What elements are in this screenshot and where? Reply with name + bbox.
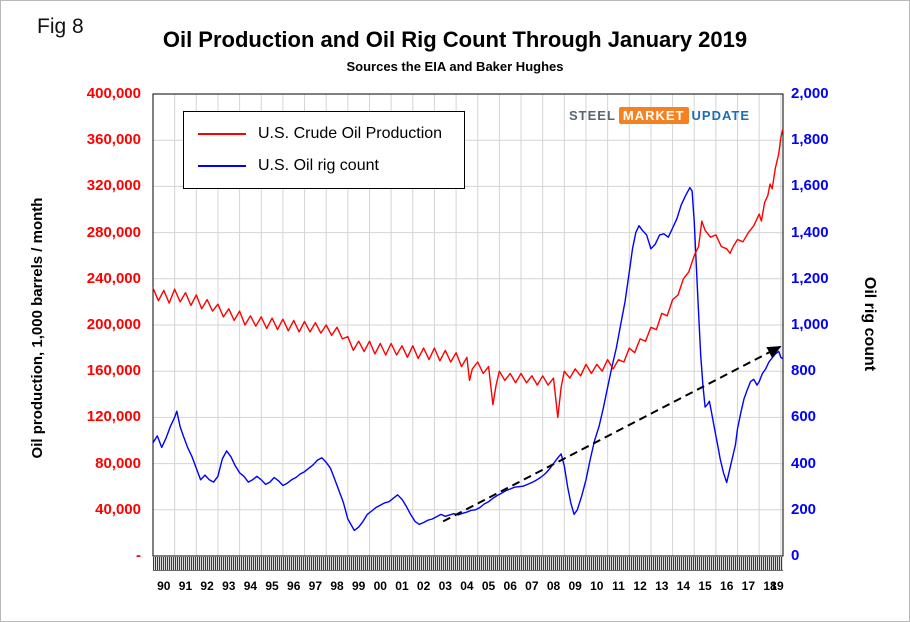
left-axis-tick-label: - <box>136 547 141 564</box>
right-axis-tick-label: 0 <box>791 547 800 564</box>
legend-label-rig-count: U.S. Oil rig count <box>258 157 379 174</box>
x-axis-tick-label: 07 <box>525 579 539 593</box>
right-axis-tick-label: 800 <box>791 362 817 380</box>
x-axis-tick-label: 10 <box>590 579 604 593</box>
left-axis-tick-label: 120,000 <box>86 408 141 426</box>
chart-subtitle: Sources the EIA and Baker Hughes <box>346 59 564 74</box>
x-axis-tick-label: 09 <box>568 579 582 593</box>
steel-market-update-logo: STEEL MARKET UPDATE <box>569 107 750 124</box>
right-axis-tick-label: 200 <box>791 500 817 518</box>
x-axis-tick-label: 16 <box>720 579 734 593</box>
right-axis-tick-label: 1,400 <box>791 223 829 241</box>
chart-title: Oil Production and Oil Rig Count Through… <box>162 27 748 52</box>
right-axis-tick-label: 1,800 <box>791 131 829 149</box>
x-axis-tick-label: 99 <box>351 579 366 593</box>
x-axis-tick-label: 91 <box>178 579 193 593</box>
left-axis-tick-label: 360,000 <box>86 131 141 149</box>
legend-item-rig-count: U.S. Oil rig count <box>198 156 379 176</box>
legend-line-swatch-rig-count <box>198 165 246 167</box>
x-axis-tick-label: 18 <box>763 579 777 593</box>
x-axis-tick-label: 94 <box>243 579 258 593</box>
left-axis-tick-label: 40,000 <box>95 500 141 518</box>
x-axis-tick-label: 05 <box>481 579 496 593</box>
left-axis-tick-label: 240,000 <box>86 269 141 287</box>
left-axis-tick-label: 160,000 <box>86 362 141 380</box>
left-axis-title: Oil production, 1,000 barrels / month <box>29 197 46 459</box>
x-axis-tick-label: 03 <box>438 579 452 593</box>
right-axis-tick-label: 1,200 <box>791 269 829 287</box>
x-axis-tick-label: 11 <box>612 579 625 593</box>
right-axis-tick-label: 1,000 <box>791 316 829 333</box>
right-axis-tick-label: 1,600 <box>791 177 829 195</box>
right-axis-tick-label: 400 <box>791 454 817 472</box>
left-axis-tick-label: 320,000 <box>86 177 141 195</box>
right-axis-title: Oil rig count <box>861 276 878 372</box>
x-axis-tick-label: 01 <box>395 579 409 593</box>
figure-number-label: Fig 8 <box>37 15 84 38</box>
chart-legend: U.S. Crude Oil Production U.S. Oil rig c… <box>183 111 465 189</box>
x-axis-tick-label: 15 <box>698 579 712 593</box>
x-axis-tick-label: 14 <box>676 579 691 593</box>
logo-steel-text: STEEL <box>569 108 616 123</box>
legend-item-crude-production: U.S. Crude Oil Production <box>198 124 442 144</box>
legend-label-production: U.S. Crude Oil Production <box>258 125 443 142</box>
logo-update-text: UPDATE <box>691 108 750 123</box>
legend-line-swatch-production <box>198 133 246 135</box>
x-axis-tick-label: 12 <box>633 579 647 593</box>
logo-market-text: MARKET <box>618 107 689 124</box>
x-axis-tick-label: 06 <box>503 579 517 593</box>
left-axis-tick-label: 200,000 <box>86 316 141 333</box>
left-axis-tick-label: 280,000 <box>86 223 141 241</box>
x-axis-tick-label: 00 <box>373 579 387 593</box>
x-axis-tick-label: 93 <box>222 579 236 593</box>
x-axis-tick-label: 19 <box>770 579 784 593</box>
x-axis-monthly-tick-band <box>153 557 783 571</box>
x-axis-tick-label: 02 <box>416 579 431 593</box>
x-axis-tick-label: 13 <box>655 579 669 593</box>
x-axis-tick-label: 92 <box>200 579 214 593</box>
x-axis-tick-label: 04 <box>460 579 474 593</box>
left-axis-tick-label: 80,000 <box>95 454 141 472</box>
x-axis-tick-label: 08 <box>546 579 561 593</box>
x-axis-tick-label: 95 <box>265 579 279 593</box>
right-axis-tick-label: 2,000 <box>791 85 829 102</box>
x-axis-tick-label: 97 <box>308 579 323 593</box>
x-axis-tick-label: 96 <box>287 579 301 593</box>
x-axis-tick-label: 90 <box>157 579 171 593</box>
right-axis-tick-label: 600 <box>791 408 817 426</box>
left-axis-tick-label: 400,000 <box>86 85 141 102</box>
x-axis-tick-label: 98 <box>330 579 344 593</box>
x-axis-tick-label: 17 <box>741 579 756 593</box>
